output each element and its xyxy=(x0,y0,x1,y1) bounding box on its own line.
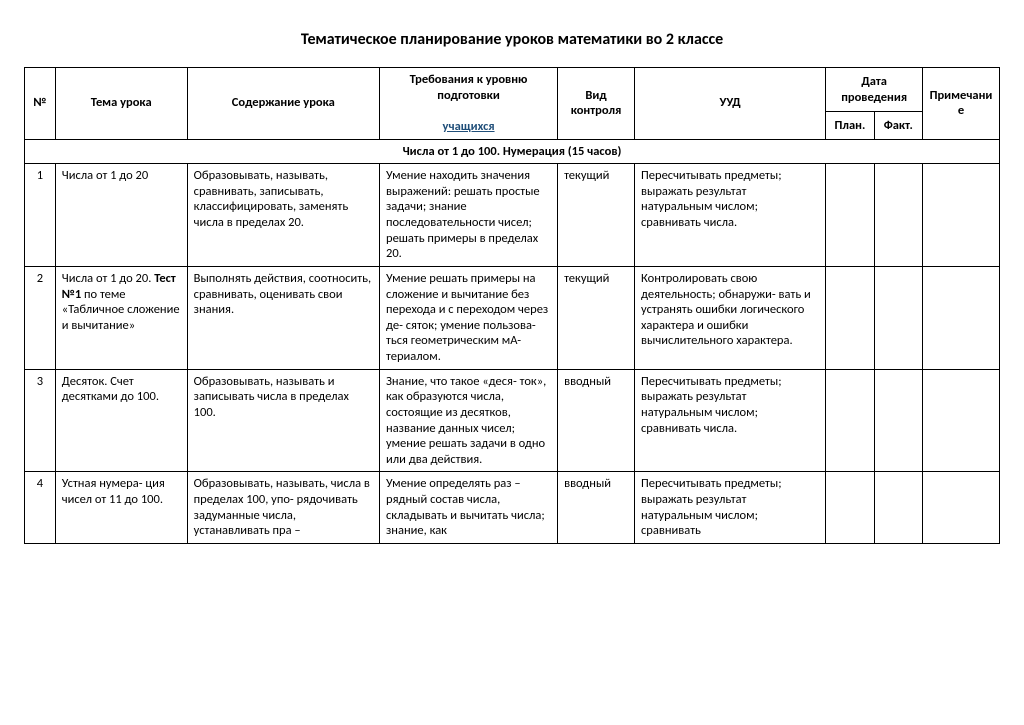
cell-sod: Образовывать, называть и записывать числ… xyxy=(187,369,379,472)
cell-plan xyxy=(826,369,874,472)
cell-vid: текущий xyxy=(558,164,635,267)
cell-vid: вводный xyxy=(558,369,635,472)
section-row: Числа от 1 до 100. Нумерация (15 часов) xyxy=(25,139,1000,164)
page-title: Тематическое планирование уроков математ… xyxy=(24,30,1000,49)
cell-num: 1 xyxy=(25,164,56,267)
header-vid: Вид контроля xyxy=(558,68,635,140)
cell-prim xyxy=(922,369,999,472)
cell-uud: Пересчитывать предметы; выражать результ… xyxy=(635,369,826,472)
table-row: 1 Числа от 1 до 20 Образовывать, называт… xyxy=(25,164,1000,267)
cell-sod: Выполнять действия, соотносить, сравнива… xyxy=(187,266,379,369)
header-prim: Примечание xyxy=(922,68,999,140)
cell-plan xyxy=(826,266,874,369)
cell-fact xyxy=(874,266,922,369)
header-treb-sub: учащихся xyxy=(443,119,495,134)
cell-tema: Устная нумера- ция чисел от 11 до 100. xyxy=(55,472,187,544)
cell-sod: Образовывать, называть, числа в пределах… xyxy=(187,472,379,544)
cell-sod: Образовывать, называть, сравнивать, запи… xyxy=(187,164,379,267)
table-row: 2 Числа от 1 до 20. Тест №1 по теме «Таб… xyxy=(25,266,1000,369)
header-tema: Тема урока xyxy=(55,68,187,140)
cell-prim xyxy=(922,472,999,544)
section-title: Числа от 1 до 100. Нумерация (15 часов) xyxy=(25,139,1000,164)
cell-treb: Умение определять раз – рядный состав чи… xyxy=(380,472,558,544)
cell-treb: Умение находить значения выражений: реша… xyxy=(380,164,558,267)
cell-prim xyxy=(922,164,999,267)
table-row: 4 Устная нумера- ция чисел от 11 до 100.… xyxy=(25,472,1000,544)
cell-vid: текущий xyxy=(558,266,635,369)
header-sod: Содержание урока xyxy=(187,68,379,140)
cell-tema: Числа от 1 до 20 xyxy=(55,164,187,267)
cell-treb: Знание, что такое «деся- ток», как образ… xyxy=(380,369,558,472)
header-fact: Факт. xyxy=(874,112,922,139)
table-row: 3 Десяток. Счет десятками до 100. Образо… xyxy=(25,369,1000,472)
plan-table: № Тема урока Содержание урока Требования… xyxy=(24,67,1000,544)
cell-tema: Десяток. Счет десятками до 100. xyxy=(55,369,187,472)
cell-tema: Числа от 1 до 20. Тест №1 по теме «Табли… xyxy=(55,266,187,369)
cell-prim xyxy=(922,266,999,369)
header-treb-text: Требования к уровню подготовки xyxy=(410,72,528,103)
cell-uud: Контролировать свою деятельность; обнару… xyxy=(635,266,826,369)
header-uud: УУД xyxy=(635,68,826,140)
header-num: № xyxy=(25,68,56,140)
cell-uud: Пересчитывать предметы; выражать результ… xyxy=(635,472,826,544)
cell-fact xyxy=(874,164,922,267)
cell-plan xyxy=(826,472,874,544)
cell-uud: Пересчитывать предметы; выражать результ… xyxy=(635,164,826,267)
cell-fact xyxy=(874,369,922,472)
cell-num: 3 xyxy=(25,369,56,472)
header-treb: Требования к уровню подготовки учащихся xyxy=(380,68,558,140)
cell-num: 4 xyxy=(25,472,56,544)
header-data: Дата проведения xyxy=(826,68,923,112)
cell-vid: вводный xyxy=(558,472,635,544)
cell-plan xyxy=(826,164,874,267)
cell-fact xyxy=(874,472,922,544)
header-plan: План. xyxy=(826,112,874,139)
cell-treb: Умение решать примеры на сложение и вычи… xyxy=(380,266,558,369)
cell-num: 2 xyxy=(25,266,56,369)
